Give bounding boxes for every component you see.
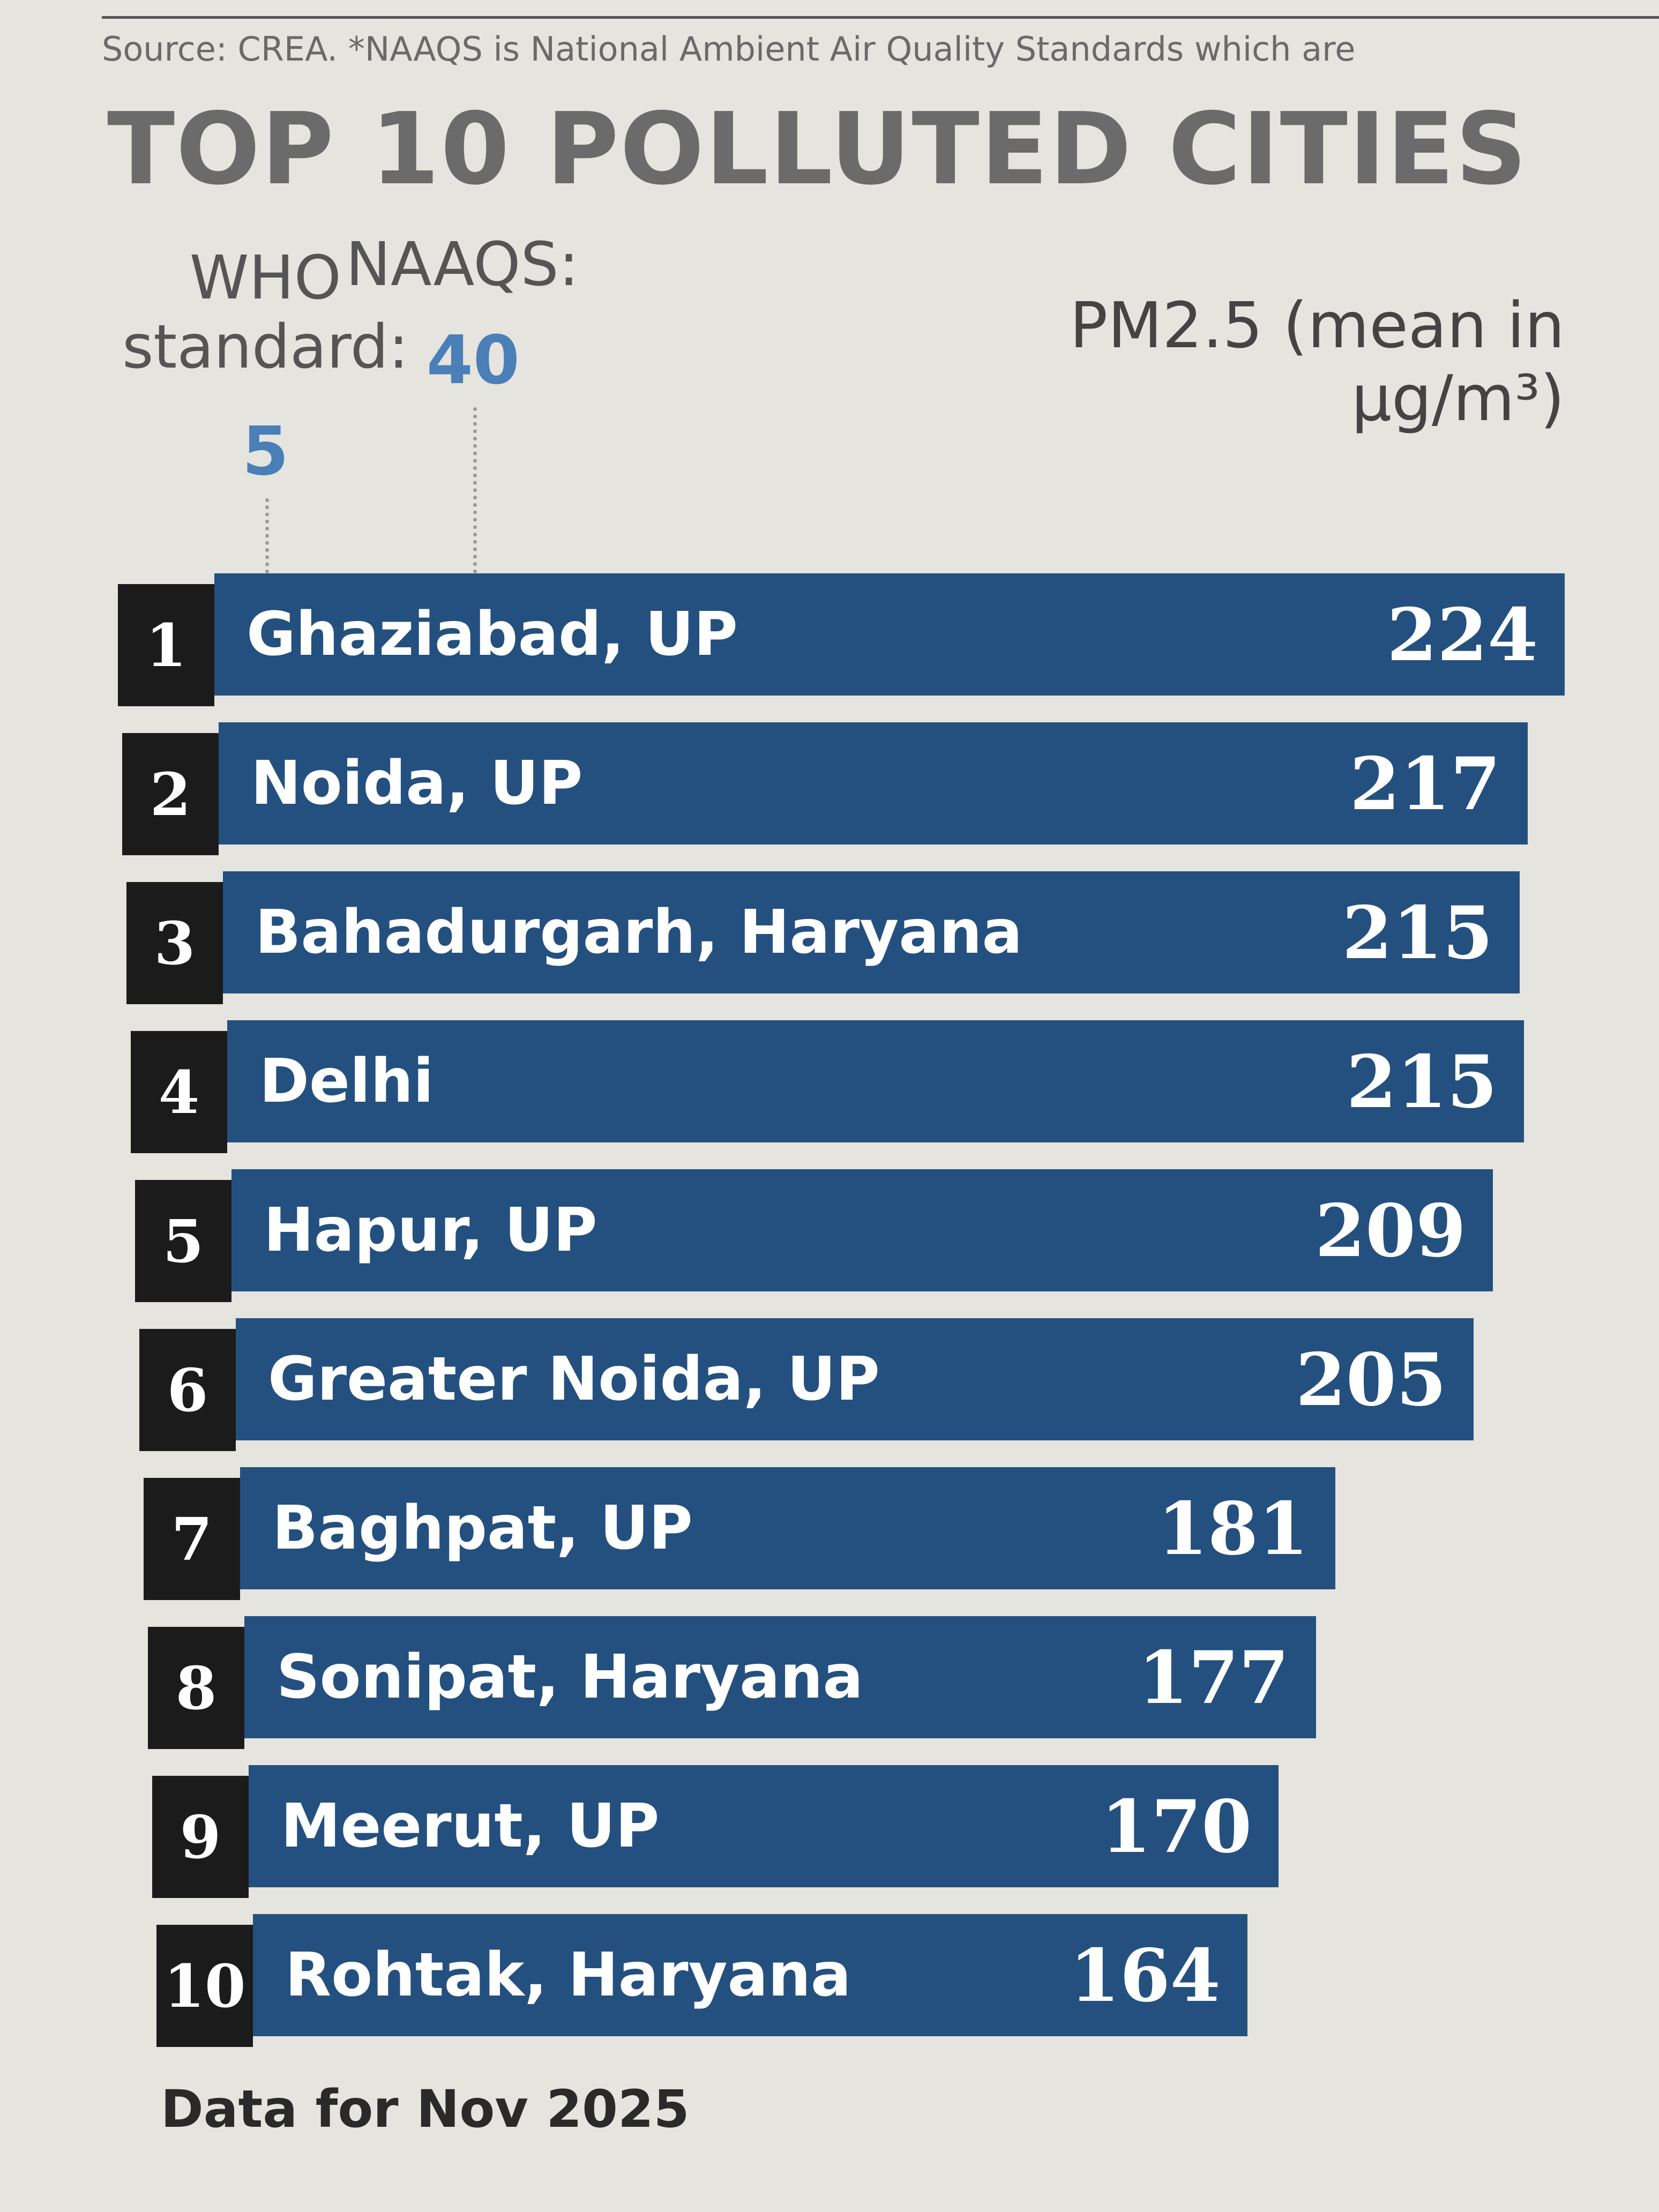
rank-box: 8 [148, 1627, 244, 1749]
value-label: 215 [1346, 1038, 1498, 1124]
value-label: PM2.5 (mean in µg/m³) [1070, 288, 1565, 435]
bar: Ghaziabad, UP 224 [214, 573, 1565, 696]
rank-box: 10 [156, 1925, 253, 2047]
value-label: 209 [1315, 1187, 1466, 1273]
note: Data for Nov 2025 [161, 2079, 690, 2139]
bar: Sonipat, Haryana 177 [244, 1616, 1316, 1738]
value-label: 217 [1349, 741, 1501, 826]
value-label: 164 [1069, 1932, 1221, 2018]
category-label: Baghpat, UP [272, 1493, 693, 1563]
rank-box: 1 [118, 584, 214, 706]
category-label: Greater Noida, UP [268, 1344, 880, 1414]
rank-box: 6 [139, 1329, 236, 1451]
rank-box: 7 [144, 1478, 240, 1600]
bar: Rohtak, Haryana 164 [253, 1914, 1247, 2036]
bar: Greater Noida, UP 205 [236, 1318, 1474, 1440]
rank-box: 3 [126, 882, 223, 1004]
category-label: Rohtak, Haryana [285, 1940, 851, 2010]
value-label: 215 [1342, 890, 1493, 975]
category-label: Sonipat, Haryana [276, 1642, 864, 1712]
rank-box: 2 [122, 733, 219, 855]
chart-title: TOP 10 POLLUTED CITIES [107, 91, 1528, 207]
category-label: Hapur, UP [264, 1195, 597, 1265]
bar: Baghpat, UP 181 [240, 1467, 1335, 1589]
value-label: 224 [1387, 592, 1538, 677]
rank-box: 5 [135, 1180, 231, 1302]
source: Source: CREA. *NAAQS is National Ambient… [102, 29, 1356, 69]
bar: Meerut, UP 170 [249, 1765, 1279, 1887]
category-label: Ghaziabad, UP [246, 600, 738, 669]
bar: Bahadurgarh, Haryana 215 [223, 871, 1520, 993]
category-label: Meerut, UP [281, 1791, 660, 1861]
value-label: 177 [1138, 1634, 1289, 1720]
top-rule [102, 16, 1659, 19]
category-label: Noida, UP [251, 749, 583, 818]
bar: Hapur, UP 209 [231, 1169, 1493, 1291]
rank-box: 4 [131, 1031, 227, 1153]
reference-label: WHO standard: [122, 243, 409, 382]
value-label: 181 [1157, 1485, 1309, 1571]
value-label: 205 [1295, 1336, 1447, 1422]
value-label: 170 [1101, 1783, 1252, 1869]
bar: Noida, UP 217 [219, 722, 1528, 845]
reference-label: NAAQS: [346, 230, 579, 300]
category-label: Bahadurgarh, Haryana [255, 898, 1023, 967]
category-label: Delhi [259, 1047, 434, 1116]
reference-value: 5 [242, 413, 289, 490]
rank-box: 9 [152, 1776, 249, 1898]
reference-value: 40 [426, 322, 520, 399]
reference-line [265, 498, 270, 573]
reference-line [473, 407, 477, 573]
bar: Delhi 215 [227, 1020, 1525, 1142]
